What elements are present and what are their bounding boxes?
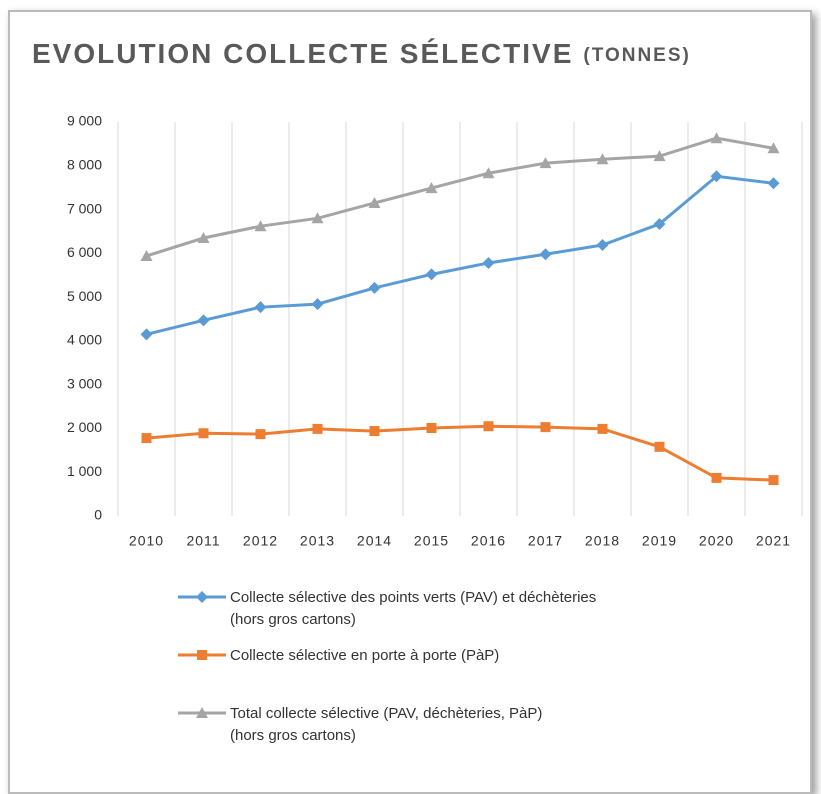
x-tick-label: 2019 [642,533,677,549]
x-tick-label: 2021 [756,533,791,549]
marker [539,248,552,261]
legend-label: Total collecte sélective (PAV, déchèteri… [230,705,543,744]
marker [368,196,381,208]
marker [426,423,437,434]
marker [197,232,210,244]
legend-label: Collecte sélective en porte à porte (PàP… [230,647,500,664]
legend-item: Collecte sélective des points verts (PAV… [176,585,796,643]
marker [653,218,666,231]
marker [768,475,779,486]
marker [311,212,324,224]
series-line [146,136,774,258]
x-tick-label: 2013 [300,533,335,549]
marker [767,177,780,190]
marker [596,239,609,252]
y-tick-label: 5 000 [67,288,102,304]
marker [653,150,666,162]
marker [596,153,609,165]
chart-title: EVOLUTION COLLECTE SÉLECTIVE (TONNES) [32,38,691,69]
x-tick-label: 2017 [528,533,563,549]
page: EVOLUTION COLLECTE SÉLECTIVE (TONNES) 0 1 … [8,10,812,794]
y-tick-label: 3 000 [67,375,102,391]
legend-item: Total collecte sélective (PAV, déchèteri… [176,701,796,759]
x-tick-label: 2020 [699,533,734,549]
legend-swatch [178,591,226,603]
legend-swatch [178,650,226,660]
y-tick-label: 1 000 [67,463,102,479]
x-tick-label: 2018 [585,533,620,549]
marker [710,132,723,144]
y-tick-label: 7 000 [67,200,102,216]
marker [482,256,495,269]
marker [311,298,324,311]
marker [254,220,267,232]
marker [140,328,153,341]
marker [654,441,665,452]
x-tick-label: 2012 [243,533,278,549]
chart: EVOLUTION COLLECTE SÉLECTIVE (TONNES) 0 1 … [32,38,803,549]
marker [197,314,210,327]
marker [425,268,438,281]
x-tick-label: 2011 [186,533,220,549]
chart-frame [8,10,812,794]
marker [767,142,780,154]
marker [140,249,153,261]
marker [197,650,207,660]
series-line [146,424,774,482]
marker [597,423,608,434]
marker [711,472,722,483]
x-tick-label: 2014 [357,533,392,549]
marker [196,591,208,603]
legend-label: Collecte sélective des points verts (PAV… [230,589,597,628]
marker [196,707,208,718]
marker [255,429,266,440]
marker [254,301,267,314]
marker [198,428,209,439]
marker [141,433,152,444]
title: EVOLUTION COLLECTE SÉLECTIVE [32,38,573,69]
y-tick-label: 0 [94,507,102,523]
x-tick-label: 2015 [414,533,449,549]
x-tick-label: 2010 [129,533,164,549]
marker [710,170,723,183]
y-tick-label: 8 000 [67,156,102,172]
marker [482,167,495,179]
series-line [146,174,774,336]
subtitle: (TONNES) [583,45,690,66]
marker [539,157,552,169]
y-tick-label: 4 000 [67,332,102,348]
legend: Collecte sélective des points verts (PAV… [176,585,796,759]
legend-swatch [178,707,226,718]
marker [425,182,438,194]
marker [312,423,323,434]
legend-item: Collecte sélective en porte à porte (PàP… [176,643,796,701]
x-tick-label: 2016 [471,533,506,549]
marker [483,421,494,432]
y-tick-label: 6 000 [67,244,102,260]
marker [368,281,381,294]
marker [540,422,551,433]
y-tick-label: 2 000 [67,419,102,435]
y-tick-label: 9 000 [67,113,102,129]
marker [369,426,380,437]
